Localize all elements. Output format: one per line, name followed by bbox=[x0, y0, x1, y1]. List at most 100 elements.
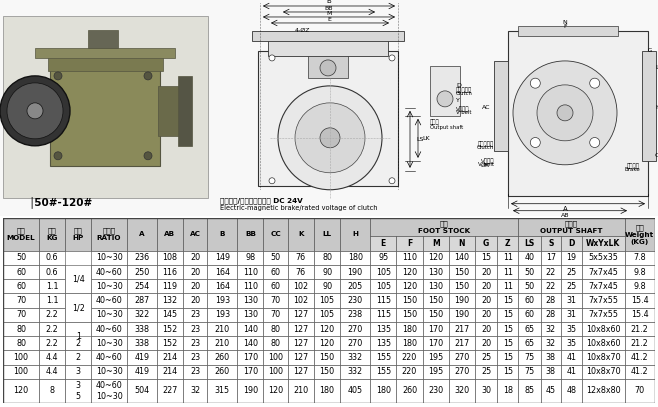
Bar bbox=[561, 251, 582, 265]
Text: BB: BB bbox=[325, 6, 333, 11]
Text: 31: 31 bbox=[567, 296, 576, 305]
Text: 30: 30 bbox=[481, 386, 492, 396]
Text: V皮帶輪: V皮帶輪 bbox=[480, 158, 494, 164]
Text: 60: 60 bbox=[524, 296, 534, 305]
Text: 100: 100 bbox=[268, 367, 283, 376]
Text: 120: 120 bbox=[320, 324, 335, 334]
Bar bbox=[157, 218, 183, 251]
Bar bbox=[207, 365, 238, 379]
Bar bbox=[422, 336, 449, 350]
Text: 7x7x55: 7x7x55 bbox=[588, 310, 619, 319]
Text: 170: 170 bbox=[243, 353, 258, 362]
Bar bbox=[370, 251, 396, 265]
Bar bbox=[263, 336, 288, 350]
Bar bbox=[561, 265, 582, 279]
Text: 出力軸
OUTPUT SHAFT: 出力軸 OUTPUT SHAFT bbox=[540, 220, 603, 234]
Text: 210: 210 bbox=[215, 339, 230, 348]
Text: 馬力
HP: 馬力 HP bbox=[72, 228, 84, 241]
Bar bbox=[263, 279, 288, 293]
Text: 170: 170 bbox=[428, 324, 443, 334]
Bar bbox=[518, 336, 540, 350]
Text: 150: 150 bbox=[402, 310, 417, 319]
Text: 70: 70 bbox=[635, 386, 645, 396]
Bar bbox=[157, 265, 183, 279]
Bar bbox=[238, 251, 263, 265]
Text: 10~30: 10~30 bbox=[95, 253, 122, 263]
Bar bbox=[238, 265, 263, 279]
Text: 270: 270 bbox=[347, 339, 363, 348]
Text: 22: 22 bbox=[545, 267, 556, 277]
Bar bbox=[127, 379, 157, 403]
Bar bbox=[561, 365, 582, 379]
Bar bbox=[396, 308, 422, 322]
Text: 155: 155 bbox=[376, 367, 391, 376]
Bar bbox=[370, 265, 396, 279]
Bar bbox=[475, 308, 497, 322]
Bar bbox=[582, 236, 624, 251]
Text: WxYxLK: WxYxLK bbox=[586, 239, 620, 248]
Bar bbox=[3, 336, 39, 350]
Bar bbox=[288, 308, 314, 322]
Bar bbox=[3, 293, 39, 308]
Bar bbox=[624, 218, 655, 251]
Text: 140: 140 bbox=[243, 324, 258, 334]
Circle shape bbox=[295, 103, 365, 173]
Text: 85: 85 bbox=[524, 386, 534, 396]
Bar bbox=[88, 30, 118, 48]
Text: 105: 105 bbox=[320, 310, 335, 319]
Bar bbox=[183, 336, 207, 350]
Text: 10~30: 10~30 bbox=[95, 339, 122, 348]
Text: 260: 260 bbox=[402, 386, 417, 396]
Bar bbox=[370, 336, 396, 350]
Bar bbox=[370, 322, 396, 336]
Text: 100: 100 bbox=[14, 367, 28, 376]
Text: 4-ØZ: 4-ØZ bbox=[294, 28, 310, 33]
Bar bbox=[561, 308, 582, 322]
Text: 152: 152 bbox=[163, 339, 178, 348]
Bar bbox=[39, 322, 65, 336]
Bar bbox=[370, 308, 396, 322]
Text: 220: 220 bbox=[402, 367, 417, 376]
Text: 9.8: 9.8 bbox=[634, 267, 646, 277]
Bar bbox=[252, 31, 404, 41]
Bar bbox=[449, 308, 475, 322]
Text: 8: 8 bbox=[49, 386, 55, 396]
Text: AB: AB bbox=[561, 213, 569, 218]
Circle shape bbox=[269, 178, 275, 184]
Text: 127: 127 bbox=[293, 367, 309, 376]
Bar bbox=[127, 350, 157, 365]
Text: 18: 18 bbox=[503, 386, 513, 396]
Text: 10x8x60: 10x8x60 bbox=[586, 324, 620, 334]
Bar bbox=[288, 265, 314, 279]
Text: 20: 20 bbox=[190, 296, 200, 305]
Text: 236: 236 bbox=[134, 253, 149, 263]
Bar bbox=[183, 308, 207, 322]
Bar bbox=[39, 379, 65, 403]
Bar bbox=[65, 265, 91, 293]
Text: 419: 419 bbox=[134, 367, 149, 376]
Text: CC: CC bbox=[655, 153, 658, 158]
Bar bbox=[238, 308, 263, 322]
Bar bbox=[288, 218, 314, 251]
Bar bbox=[582, 379, 624, 403]
Text: 230: 230 bbox=[428, 386, 443, 396]
Text: 5x5x35: 5x5x35 bbox=[588, 253, 618, 263]
Bar bbox=[263, 308, 288, 322]
Bar bbox=[207, 293, 238, 308]
Text: 3: 3 bbox=[76, 367, 81, 376]
Text: V belt: V belt bbox=[456, 110, 472, 115]
Text: 254: 254 bbox=[134, 282, 149, 291]
Text: 260: 260 bbox=[215, 367, 230, 376]
Bar bbox=[238, 379, 263, 403]
Bar bbox=[127, 279, 157, 293]
Circle shape bbox=[389, 55, 395, 61]
Bar bbox=[3, 308, 39, 322]
Bar bbox=[183, 218, 207, 251]
Bar bbox=[561, 236, 582, 251]
Text: 2.2: 2.2 bbox=[45, 339, 59, 348]
Text: 120: 120 bbox=[428, 253, 443, 263]
Bar bbox=[288, 279, 314, 293]
Bar bbox=[624, 336, 655, 350]
Bar bbox=[127, 308, 157, 322]
Text: A: A bbox=[139, 231, 145, 237]
